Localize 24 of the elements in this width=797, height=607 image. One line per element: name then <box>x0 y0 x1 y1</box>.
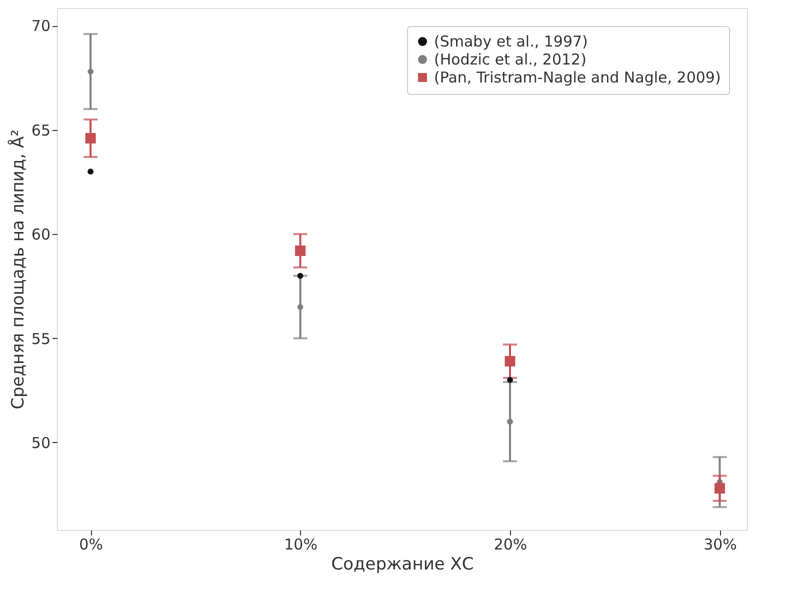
point <box>85 132 96 144</box>
x-tick-label: 0% <box>79 536 103 554</box>
legend-label: (Smaby et al., 1997) <box>434 32 588 50</box>
point <box>88 168 94 175</box>
point <box>88 68 94 75</box>
x-tick-label: 30% <box>704 536 737 554</box>
point <box>504 356 516 366</box>
x-tick-label: 10% <box>284 536 318 554</box>
legend-label: (Hodzic et al., 2012) <box>434 50 586 68</box>
x-axis-title: Содержание ХС <box>331 554 474 574</box>
y-tick-label: 55 <box>31 330 50 348</box>
y-tick-label: 60 <box>31 226 50 244</box>
point <box>295 246 306 256</box>
legend-label: (Pan, Tristram-Nagle and Nagle, 2009) <box>434 68 721 86</box>
point <box>507 377 513 383</box>
x-tick-label: 20% <box>494 536 528 554</box>
y-tick-label: 65 <box>31 121 50 140</box>
point <box>297 272 304 279</box>
y-tick-label: 50 <box>31 434 50 452</box>
point <box>297 304 304 310</box>
y-tick-label: 70 <box>31 17 50 36</box>
y-axis-title: Средняя площадь на липид, Å² <box>7 130 28 410</box>
point <box>714 483 725 494</box>
point <box>507 418 513 425</box>
